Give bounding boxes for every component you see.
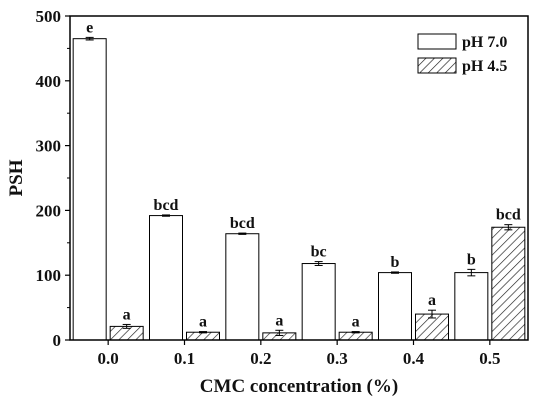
significance-label: b [467, 251, 476, 268]
y-axis-title: PSH [6, 159, 27, 196]
y-tick-label: 100 [36, 266, 62, 285]
significance-label: bcd [154, 197, 179, 214]
significance-label: a [275, 312, 283, 329]
error-bar-ph45-0-0 [122, 323, 131, 329]
error-bar-ph70-0-2 [238, 232, 247, 235]
y-tick-label: 300 [36, 137, 62, 156]
legend-label: pH 7.0 [462, 34, 507, 51]
error-bar-ph45-0-4 [428, 309, 436, 319]
bar-ph45-0-3 [338, 331, 373, 341]
bar-ph45-0-1 [186, 331, 220, 341]
significance-label: bcd [496, 207, 521, 224]
x-tick-label: 0.2 [250, 349, 271, 368]
error-bar-ph70-0-3 [314, 261, 323, 266]
legend-label: pH 4.5 [462, 58, 507, 75]
error-bar-ph70-0-5 [467, 268, 476, 277]
bar-ph70-0-4 [378, 272, 412, 341]
y-tick-label: 400 [36, 72, 62, 91]
error-bar-ph45-0-5 [504, 224, 513, 231]
error-bars-layer [85, 36, 513, 336]
y-tick-label: 200 [36, 201, 62, 220]
significance-label: bcd [230, 215, 255, 232]
significance-label: a [352, 314, 360, 331]
legend-swatch [417, 33, 457, 50]
significance-label: a [199, 314, 207, 331]
x-tick-label: 0.4 [403, 349, 425, 368]
error-bar-ph70-0-4 [391, 271, 399, 274]
significance-label: e [86, 19, 93, 36]
error-bar-ph45-0-1 [199, 331, 207, 334]
bar-ph70-0-5 [454, 272, 489, 341]
bars-layer [72, 38, 526, 341]
bar-ph70-0-3 [301, 263, 336, 341]
x-tick-label: 0.5 [479, 349, 500, 368]
data-labels-layer: e bcd bcd bc b b a a a a a bcd [86, 19, 521, 330]
y-tick-label: 500 [36, 7, 62, 26]
axis-ticks-layer: 0.0 0.1 0.2 0.3 0.4 0.5 0 100 200 300 400 500 [36, 7, 501, 368]
significance-label: b [391, 254, 400, 271]
significance-label: a [428, 292, 436, 309]
x-axis-title: CMC concentration (%) [200, 376, 398, 397]
error-bar-ph45-0-2 [275, 329, 284, 336]
x-tick-label: 0.3 [327, 349, 348, 368]
legend-swatch [417, 57, 457, 74]
legend: pH 7.0 pH 4.5 [417, 33, 507, 75]
y-tick-label: 0 [53, 331, 62, 350]
bar-ph70-0-0 [72, 38, 107, 341]
error-bar-ph70-0-0 [85, 36, 94, 41]
legend-item-ph70: pH 7.0 [417, 33, 507, 51]
significance-label: bc [311, 244, 327, 261]
bar-ph70-0-1 [149, 215, 183, 341]
x-tick-label: 0.0 [98, 349, 119, 368]
error-bar-ph45-0-3 [351, 331, 360, 334]
bar-ph45-0-5 [491, 226, 526, 341]
legend-item-ph45: pH 4.5 [417, 57, 507, 75]
error-bar-ph70-0-1 [162, 214, 170, 217]
bar-ph70-0-2 [225, 233, 260, 341]
x-tick-label: 0.1 [174, 349, 195, 368]
significance-label: a [123, 306, 131, 323]
